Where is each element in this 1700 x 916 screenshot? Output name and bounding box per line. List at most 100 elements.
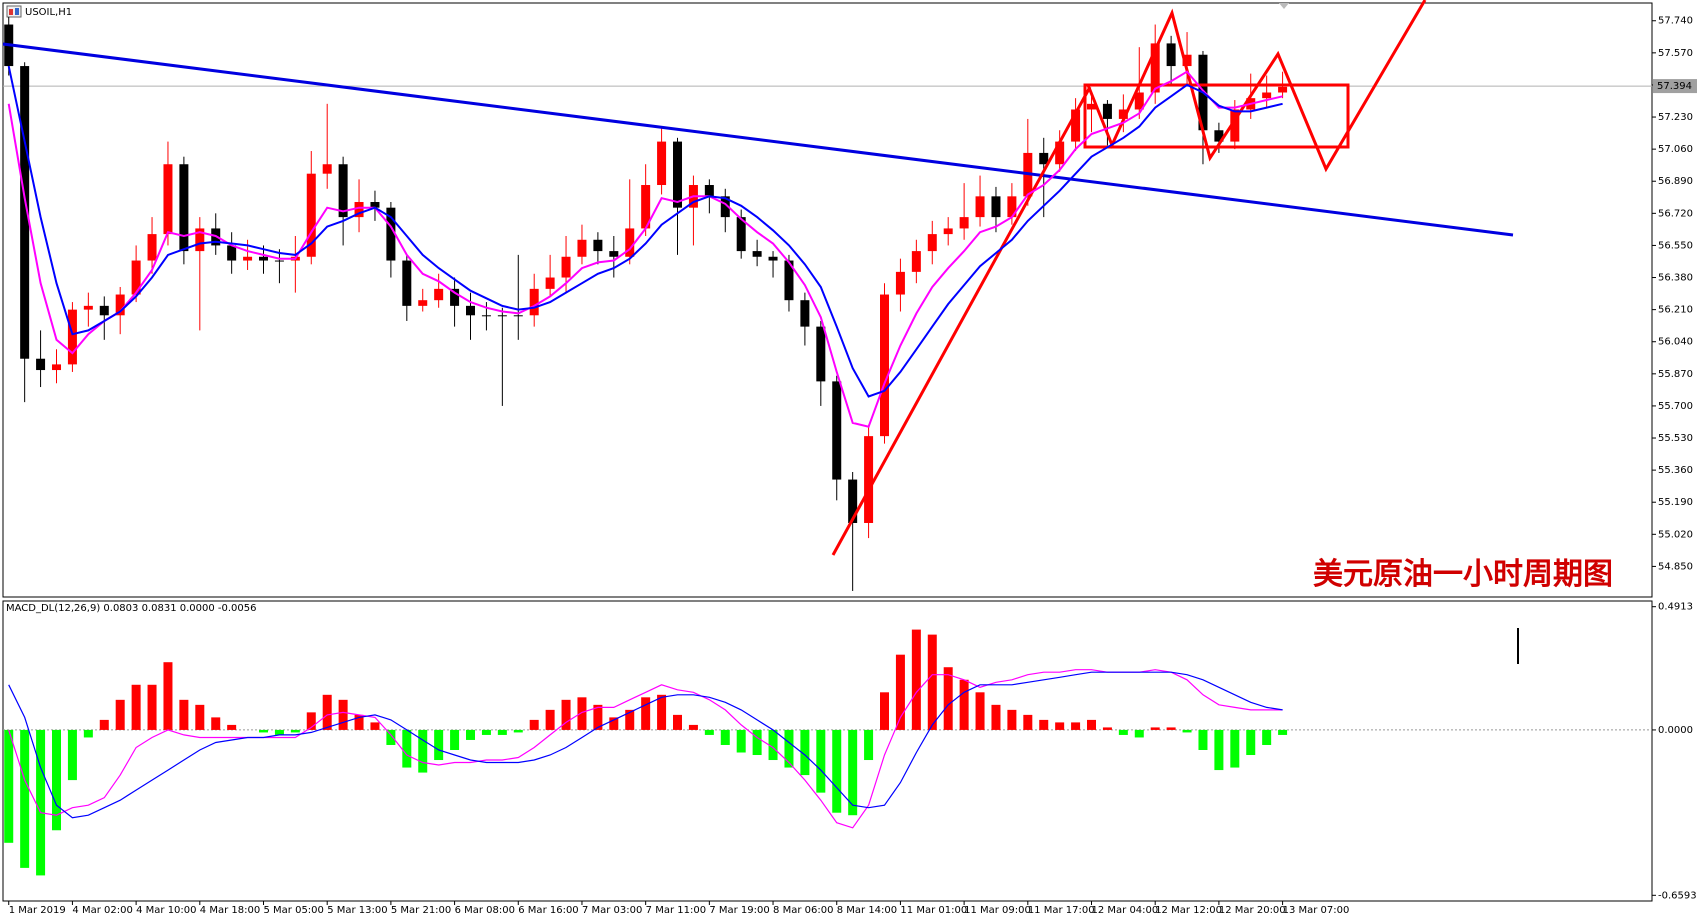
histogram-bar xyxy=(52,729,62,831)
y-tick-label: 55.530 xyxy=(1658,433,1693,444)
y-tick-label: 0.4913 xyxy=(1658,602,1693,613)
candle-body xyxy=(322,164,332,174)
histogram-bar xyxy=(418,729,428,773)
candle-body xyxy=(1007,196,1017,218)
x-tick-label: 4 Mar 02:00 xyxy=(72,905,132,916)
macd-panel xyxy=(2,600,1653,902)
x-tick-label: 12 Mar 04:00 xyxy=(1092,905,1159,916)
candle-body xyxy=(370,202,380,208)
x-tick-label: 5 Mar 21:00 xyxy=(391,905,451,916)
candle-body xyxy=(752,251,762,257)
histogram-bar xyxy=(195,704,205,730)
histogram-bar xyxy=(816,729,826,793)
histogram-bar xyxy=(943,667,953,730)
x-tick-label: 6 Mar 08:00 xyxy=(455,905,515,916)
candle-body xyxy=(227,245,237,261)
histogram-bar xyxy=(147,684,157,730)
indicator-line xyxy=(8,669,1283,829)
histogram-bar xyxy=(927,634,937,730)
y-tick-label: 55.360 xyxy=(1658,465,1693,476)
candle-body xyxy=(880,294,890,437)
candle-body xyxy=(274,260,284,262)
candle-body xyxy=(593,239,603,252)
histogram-bar xyxy=(720,729,730,745)
candle-body xyxy=(1214,130,1224,142)
histogram-bar xyxy=(1102,727,1112,730)
histogram-bar xyxy=(450,729,460,750)
histogram-bar xyxy=(1134,729,1144,738)
histogram-bar xyxy=(386,729,396,745)
x-tick-label: 4 Mar 18:00 xyxy=(200,905,260,916)
histogram-bar xyxy=(115,699,125,730)
candle-body xyxy=(434,288,444,301)
x-tick-label: 5 Mar 13:00 xyxy=(327,905,387,916)
candle-body xyxy=(545,277,555,289)
y-tick-label: 56.720 xyxy=(1658,208,1693,219)
candle-body xyxy=(1039,152,1049,165)
histogram-bar xyxy=(1166,727,1176,730)
indicator-title: MACD_DL(12,26,9) 0.0803 0.0831 0.0000 -0… xyxy=(6,603,257,614)
candle-body xyxy=(163,164,173,235)
y-tick-label: 55.870 xyxy=(1658,369,1693,380)
symbol-icon-part xyxy=(9,9,13,15)
histogram-bar xyxy=(545,709,555,730)
histogram-bar xyxy=(1118,729,1128,735)
y-tick-label: 57.740 xyxy=(1658,16,1693,27)
candle-body xyxy=(673,141,683,208)
candle-body xyxy=(800,300,810,327)
candle-body xyxy=(450,288,460,306)
histogram-bar xyxy=(895,654,905,730)
candle-body xyxy=(784,260,794,301)
candle-body xyxy=(83,305,93,310)
candle-body xyxy=(561,256,571,278)
candle-body xyxy=(768,256,778,261)
histogram-bar xyxy=(975,692,985,730)
histogram-bar xyxy=(322,694,332,730)
candle-body xyxy=(147,234,157,261)
histogram-bar xyxy=(959,679,969,730)
candle-body xyxy=(911,251,921,272)
candle-body xyxy=(418,300,428,306)
candle-body xyxy=(306,173,316,257)
histogram-bar xyxy=(1246,729,1256,756)
candle-body xyxy=(1118,109,1128,119)
candle-body xyxy=(1278,86,1288,93)
shift-marker xyxy=(1279,3,1289,9)
x-tick-label: 7 Mar 19:00 xyxy=(709,905,769,916)
indicator-line xyxy=(8,671,1283,819)
x-tick-label: 1 Mar 2019 xyxy=(9,905,66,916)
histogram-bar xyxy=(227,724,237,730)
candle-body xyxy=(99,305,109,316)
histogram-bar xyxy=(1055,722,1065,730)
histogram-bar xyxy=(800,729,810,776)
indicator-line xyxy=(7,65,1283,398)
histogram-bar xyxy=(497,729,507,735)
histogram-bar xyxy=(513,729,523,733)
histogram-bar xyxy=(259,729,269,733)
candle-body xyxy=(52,364,62,371)
histogram-bar xyxy=(991,704,1001,730)
candle-body xyxy=(736,217,746,252)
y-tick-label: 56.040 xyxy=(1658,337,1693,348)
histogram-bar xyxy=(688,724,698,730)
candle-body xyxy=(1055,141,1065,165)
candle-body xyxy=(625,228,635,257)
candle-body xyxy=(195,228,205,252)
candle-body xyxy=(657,141,667,186)
histogram-bar xyxy=(274,729,284,735)
y-tick-label: 55.190 xyxy=(1658,497,1693,508)
histogram-bar xyxy=(1007,709,1017,730)
histogram-bar xyxy=(163,662,173,730)
trend-line xyxy=(831,86,1092,556)
x-tick-label: 8 Mar 06:00 xyxy=(773,905,833,916)
candle-body xyxy=(497,315,507,317)
histogram-bar xyxy=(211,717,221,730)
range-box xyxy=(1083,83,1350,149)
histogram-bar xyxy=(434,729,444,761)
candle-body xyxy=(848,479,858,523)
x-tick-label: 5 Mar 05:00 xyxy=(264,905,324,916)
histogram-bar xyxy=(36,729,46,876)
histogram-bar xyxy=(481,729,491,735)
y-tick-label: 55.020 xyxy=(1658,529,1693,540)
candle-body xyxy=(115,294,125,316)
